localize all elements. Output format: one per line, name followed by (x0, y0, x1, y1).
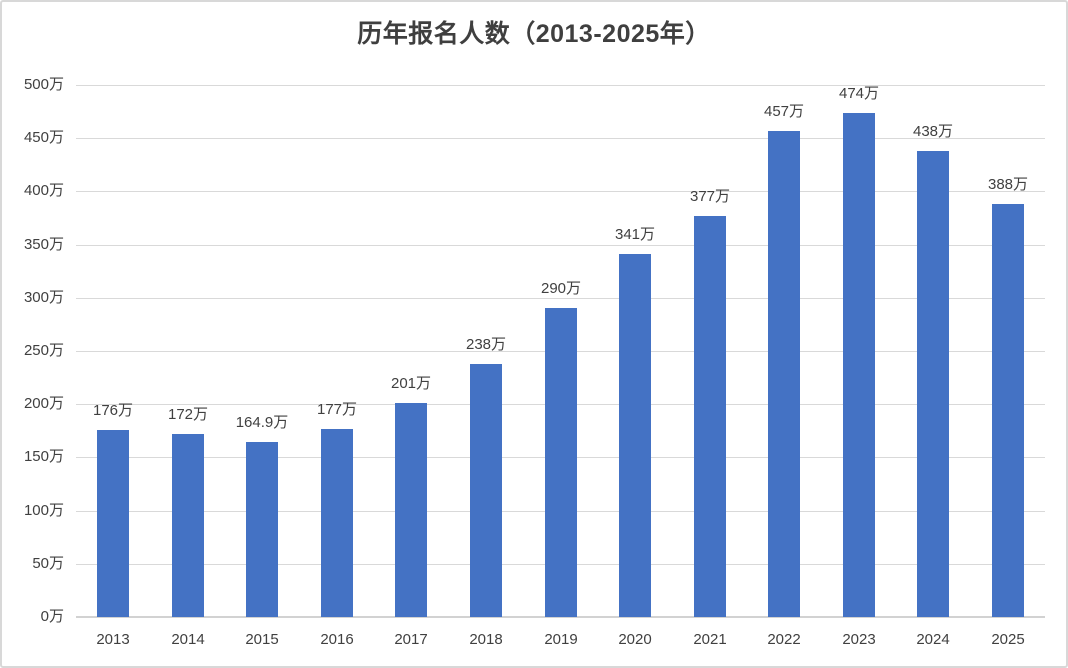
bar-2014[interactable] (172, 434, 204, 617)
x-axis-tick-label: 2018 (469, 631, 503, 648)
bar-value-label: 177万 (316, 401, 358, 418)
bar-value-label: 438万 (912, 123, 954, 140)
bar-2020[interactable] (619, 254, 651, 617)
bar-value-label: 377万 (689, 188, 731, 205)
x-axis-tick-label: 2015 (245, 631, 279, 648)
x-axis-tick-label: 2023 (842, 631, 876, 648)
y-axis-tick-label: 250万 (23, 342, 64, 359)
bar-2024[interactable] (917, 151, 949, 617)
x-axis-tick-label: 2020 (618, 631, 652, 648)
gridline (76, 191, 1045, 192)
bar-2015[interactable] (246, 442, 278, 617)
x-axis-line (76, 616, 1045, 618)
bar-value-label: 176万 (92, 402, 134, 419)
bar-value-label: 388万 (987, 176, 1029, 193)
x-axis-tick-label: 2021 (693, 631, 727, 648)
bar-value-label: 290万 (540, 280, 582, 297)
x-axis-tick-label: 2025 (991, 631, 1025, 648)
y-axis-tick-label: 150万 (23, 448, 64, 465)
bar-value-label: 201万 (390, 375, 432, 392)
x-axis-tick-label: 2017 (394, 631, 428, 648)
bar-value-label: 341万 (614, 226, 656, 243)
bar-value-label: 164.9万 (235, 414, 289, 431)
bar-2023[interactable] (843, 113, 875, 617)
y-axis-tick-label: 350万 (23, 236, 64, 253)
x-axis-tick-label: 2022 (767, 631, 801, 648)
gridline (76, 85, 1045, 86)
y-axis-tick-label: 300万 (23, 289, 64, 306)
bar-2025[interactable] (992, 204, 1024, 617)
x-axis-tick-label: 2024 (916, 631, 950, 648)
bar-value-label: 474万 (838, 85, 880, 102)
x-axis-tick-label: 2013 (96, 631, 130, 648)
y-axis-tick-label: 500万 (23, 76, 64, 93)
y-axis-tick-label: 400万 (23, 182, 64, 199)
bar-2021[interactable] (694, 216, 726, 617)
gridline (76, 245, 1045, 246)
chart-title: 历年报名人数（2013-2025年） (357, 20, 711, 48)
y-axis-tick-label: 0万 (40, 608, 64, 625)
x-axis-tick-label: 2019 (544, 631, 578, 648)
bar-2013[interactable] (97, 430, 129, 617)
bar-2018[interactable] (470, 364, 502, 617)
y-axis-tick-label: 50万 (32, 555, 64, 572)
bar-2017[interactable] (395, 403, 427, 617)
y-axis-tick-label: 450万 (23, 129, 64, 146)
bar-2022[interactable] (768, 131, 800, 617)
x-axis-tick-label: 2016 (320, 631, 354, 648)
x-axis-tick-label: 2014 (171, 631, 205, 648)
y-axis-tick-label: 100万 (23, 502, 64, 519)
bar-2016[interactable] (321, 429, 353, 617)
bar-value-label: 238万 (465, 336, 507, 353)
bar-value-label: 172万 (167, 406, 209, 423)
bar-value-label: 457万 (763, 103, 805, 120)
bar-2019[interactable] (545, 308, 577, 617)
gridline (76, 138, 1045, 139)
y-axis-tick-label: 200万 (23, 395, 64, 412)
gridline (76, 298, 1045, 299)
